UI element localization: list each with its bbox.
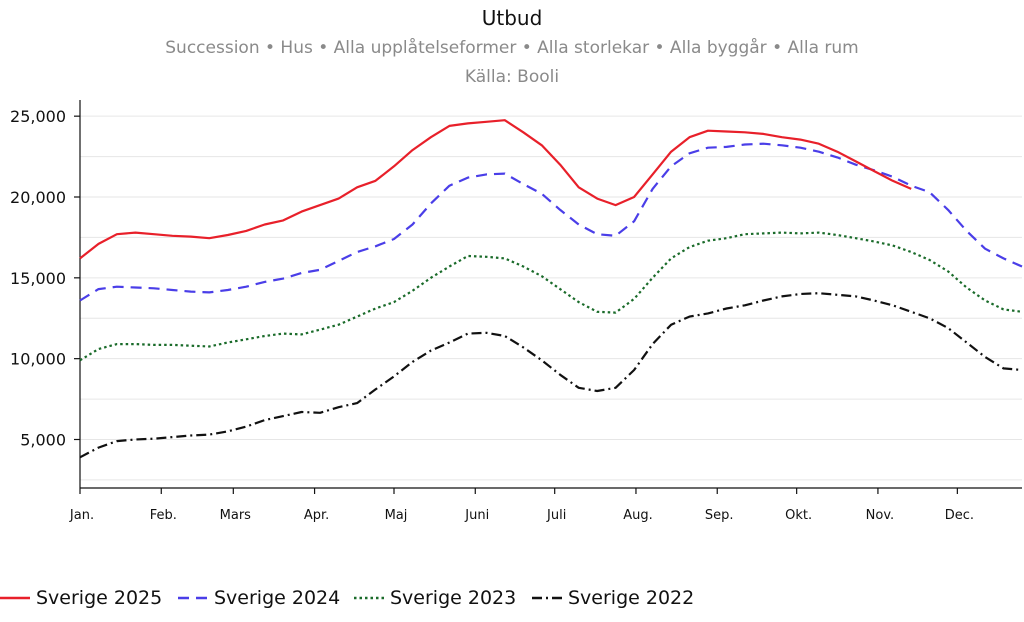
x-tick-label: Apr. [304,508,329,523]
x-tick-label: Nov. [866,508,895,523]
chart-legend: Sverige 2025 Sverige 2024 Sverige 2023 S… [0,584,1024,612]
x-tick-label: Mars [220,508,252,523]
legend-swatch-2025 [0,596,30,600]
y-tick-label: 10,000 [10,350,66,369]
x-tick-label: Feb. [150,508,177,523]
chart-title: Utbud [481,6,543,30]
legend-item-2022: Sverige 2022 [532,584,694,612]
y-tick-label: 15,000 [10,269,66,288]
x-tick-label: Dec. [945,508,974,523]
legend-label-2025: Sverige 2025 [36,587,163,609]
y-tick-label: 20,000 [10,188,66,207]
y-tick-label: 5,000 [20,431,66,450]
x-tick-label: Juli [546,508,566,523]
x-tick-label: Okt. [785,508,812,523]
legend-swatch-2023 [354,596,384,600]
series-line-sverige-2022 [79,292,1023,459]
legend-swatch-2022 [532,596,562,600]
x-tick-label: Juni [464,508,489,523]
series-line-sverige-2024 [79,142,1023,302]
series-line-sverige-2025 [79,119,912,260]
legend-label-2023: Sverige 2023 [390,587,517,609]
legend-label-2024: Sverige 2024 [214,587,341,609]
legend-item-2024: Sverige 2024 [178,584,340,612]
x-tick-label: Jan. [69,508,94,523]
chart-source: Källa: Booli [464,67,560,87]
legend-label-2022: Sverige 2022 [568,587,695,609]
x-tick-label: Aug. [623,508,653,523]
chart-subtitle: Succession • Hus • Alla upplåtelseformer… [165,38,859,58]
x-tick-label: Maj [385,508,408,523]
x-tick-label: Sep. [705,508,734,523]
series-line-sverige-2023 [79,231,1023,362]
legend-item-2025: Sverige 2025 [0,584,162,612]
legend-item-2023: Sverige 2023 [354,584,516,612]
line-chart: 5,000 10,000 15,000 20,000 25,000 Jan. Feb. Mar… [10,100,1023,523]
legend-swatch-2024 [178,596,208,600]
y-tick-label: 25,000 [10,107,66,126]
